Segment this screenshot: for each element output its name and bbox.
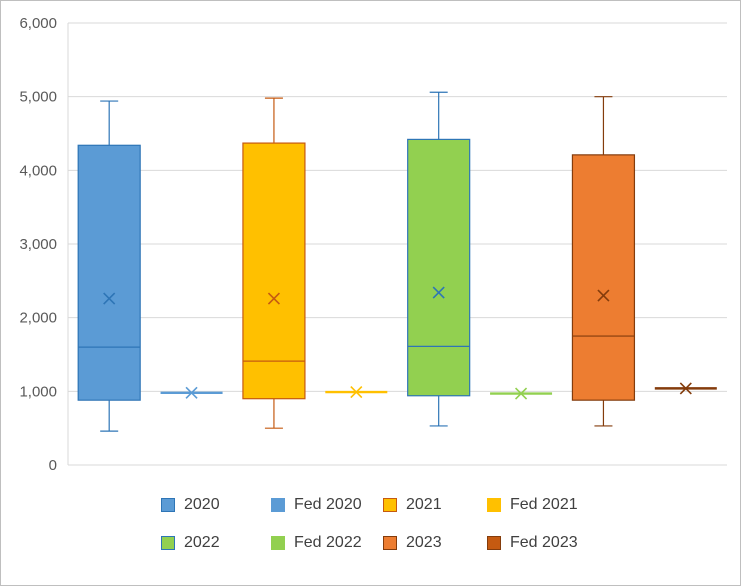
mean-marker (597, 289, 610, 302)
iqr-box (571, 154, 636, 401)
y-axis: 0 1,000 2,000 3,000 4,000 5,000 6,000 (19, 15, 69, 474)
legend-swatch (161, 498, 175, 512)
legend-swatch (487, 498, 501, 512)
iqr-box (242, 142, 306, 400)
legend: 2020 Fed 2020 2021 Fed 2021 2022 Fed 2022 2023… (161, 496, 621, 552)
y-tick-label: 6,000 (19, 15, 57, 32)
y-tick-label: 3,000 (19, 236, 57, 253)
legend-swatch (271, 536, 285, 550)
legend-label: Fed 2022 (294, 534, 362, 551)
legend-item: Fed 2022 (271, 534, 383, 552)
mean-marker (185, 386, 198, 399)
legend-label: Fed 2023 (510, 534, 578, 551)
legend-item: Fed 2021 (487, 496, 607, 514)
legend-swatch (271, 498, 285, 512)
plot-area (77, 91, 717, 432)
mean-marker (432, 286, 445, 299)
series-2021 (242, 97, 306, 429)
mean-marker (267, 292, 281, 305)
legend-swatch (487, 536, 501, 550)
iqr-box (407, 138, 471, 397)
y-tick-label: 0 (49, 457, 57, 474)
legend-item: Fed 2023 (487, 534, 607, 552)
y-tick-label: 1,000 (19, 383, 57, 400)
y-tick-label: 2,000 (19, 310, 57, 327)
mean-marker (350, 386, 363, 399)
series-fed-2020 (160, 386, 223, 399)
legend-label: 2023 (406, 534, 442, 551)
legend-swatch (383, 536, 397, 550)
series-fed-2022 (490, 387, 553, 400)
legend-swatch (161, 536, 175, 550)
legend-item: 2021 (383, 496, 487, 514)
legend-label: 2021 (406, 496, 442, 513)
y-tick-label: 5,000 (19, 89, 57, 106)
legend-label: Fed 2020 (294, 496, 362, 513)
series-2022 (407, 91, 471, 427)
legend-item: 2023 (383, 534, 487, 552)
iqr-box (77, 144, 141, 401)
legend-item: Fed 2020 (271, 496, 383, 514)
mean-marker (679, 382, 692, 395)
legend-label: Fed 2021 (510, 496, 578, 513)
legend-item: 2020 (161, 496, 271, 514)
legend-item: 2022 (161, 534, 271, 552)
series-fed-2021 (325, 386, 388, 399)
mean-marker (103, 292, 116, 305)
mean-marker (514, 387, 528, 400)
gridlines (68, 22, 727, 466)
legend-swatch (383, 498, 397, 512)
legend-label: 2020 (184, 496, 220, 513)
series-fed-2023 (654, 382, 717, 395)
series-2020 (77, 100, 141, 432)
legend-label: 2022 (184, 534, 220, 551)
series-2023 (571, 96, 636, 427)
y-tick-label: 4,000 (19, 162, 57, 179)
